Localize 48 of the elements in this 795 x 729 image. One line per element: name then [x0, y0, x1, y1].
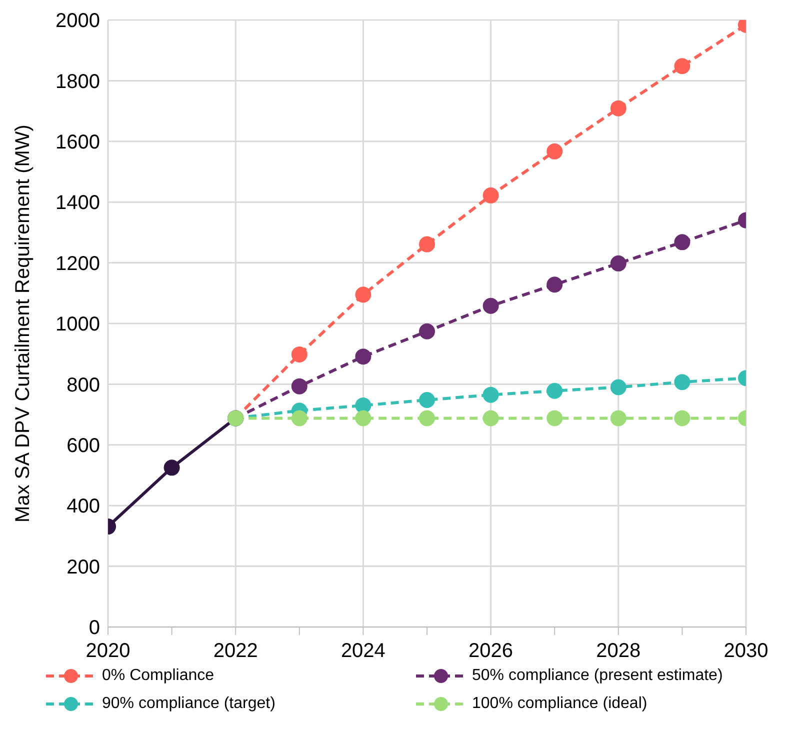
x-tick-label: 2026	[468, 640, 514, 662]
point	[610, 379, 626, 396]
point	[419, 236, 435, 252]
point	[674, 234, 690, 250]
point	[291, 346, 308, 362]
point	[355, 410, 372, 426]
point	[291, 378, 308, 394]
y-tick-label: 200	[66, 556, 100, 578]
point	[482, 410, 499, 426]
y-tick-label: 400	[66, 496, 100, 518]
y-tick-label: 1200	[56, 252, 100, 275]
point	[610, 255, 626, 272]
point	[610, 100, 626, 116]
y-axis-title: Max SA DPV Curtailment Requirement (MW)	[12, 124, 34, 522]
point	[610, 410, 626, 426]
point	[546, 382, 563, 399]
x-tick-label: 2024	[340, 640, 386, 662]
point	[355, 286, 372, 303]
x-tick-label: 2030	[724, 640, 768, 662]
point	[674, 374, 690, 390]
point	[674, 410, 690, 426]
y-tick-label: 1600	[56, 132, 100, 154]
point	[546, 410, 563, 426]
point	[419, 392, 435, 408]
x-tick-label: 2022	[213, 640, 258, 662]
y-tick-label: 1000	[56, 314, 100, 336]
y-tick-label: 2000	[56, 10, 100, 32]
x-tick-label: 2028	[596, 640, 641, 662]
legend-label: 100% compliance (ideal)	[472, 695, 648, 713]
legend-label: 0% Compliance	[102, 667, 214, 685]
y-tick-label: 0	[88, 617, 100, 640]
point	[482, 298, 499, 314]
y-tick-label: 600	[66, 435, 100, 457]
point	[419, 323, 435, 340]
legend-label: 90% compliance (target)	[102, 695, 276, 713]
point	[546, 143, 563, 160]
point	[546, 276, 563, 293]
point	[482, 386, 499, 403]
y-tick-label: 1400	[56, 192, 100, 214]
point	[674, 58, 690, 74]
point	[482, 187, 499, 204]
y-tick-label: 1800	[56, 70, 100, 93]
legend-label: 50% compliance (present estimate)	[472, 667, 723, 685]
point	[419, 410, 435, 426]
x-tick-label: 2020	[86, 640, 130, 662]
y-tick-label: 800	[66, 374, 100, 396]
point	[355, 348, 372, 365]
point	[291, 410, 308, 426]
